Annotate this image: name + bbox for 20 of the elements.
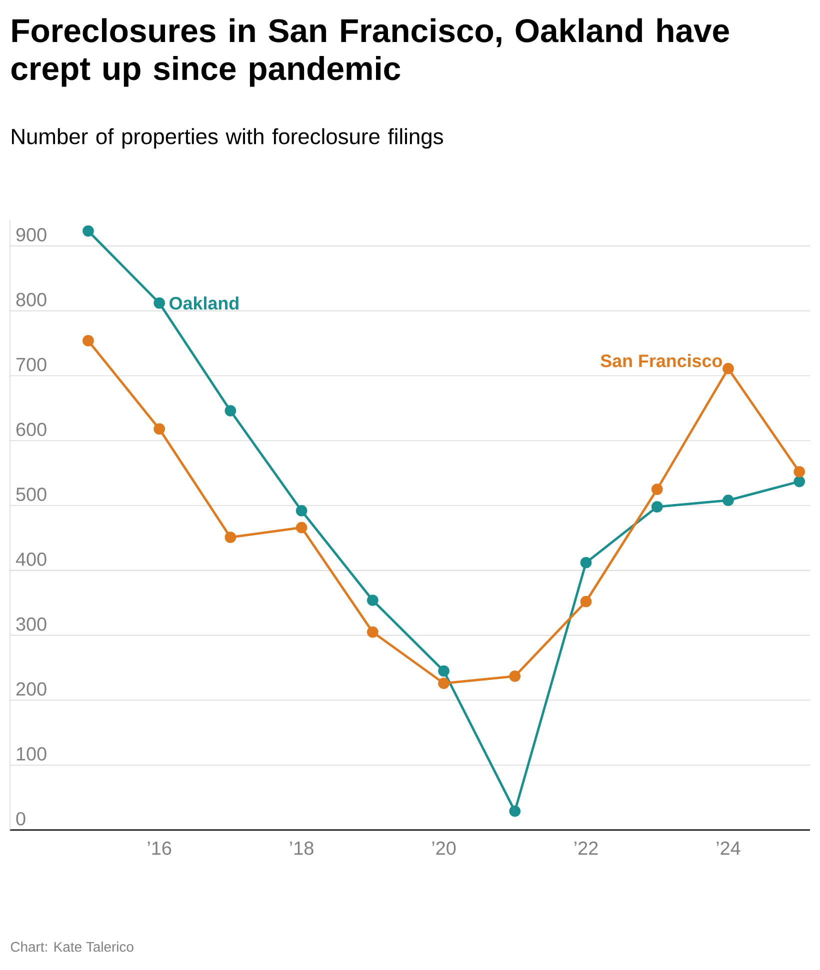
- y-tick-label: 200: [16, 682, 46, 696]
- y-tick-label: 300: [16, 617, 46, 631]
- y-tick-label: 800: [16, 292, 46, 306]
- y-tick-label: 0: [16, 812, 26, 826]
- x-tick-label: ’24: [716, 841, 740, 855]
- chart-title: Foreclosures in San Francisco, Oakland have crept up since pandemic: [11, 18, 729, 87]
- y-tick-label: 600: [16, 422, 46, 436]
- series-label: San Francisco: [600, 354, 722, 368]
- y-tick-label: 700: [16, 358, 46, 372]
- y-tick-label: 400: [16, 552, 46, 566]
- x-tick-label: ’18: [290, 841, 314, 855]
- x-tick-label: ’22: [574, 841, 598, 855]
- x-tick-label: ’16: [148, 841, 172, 855]
- chart-subtitle: Number of properties with foreclosure filings: [12, 128, 443, 149]
- y-tick-label: 100: [16, 747, 46, 761]
- series-label: Oakland: [170, 296, 238, 310]
- x-tick-label: ’20: [432, 841, 456, 855]
- text: Chart: Kate Talerico: [10, 942, 134, 952]
- y-tick-label: 900: [16, 228, 46, 242]
- y-tick-label: 500: [16, 488, 46, 502]
